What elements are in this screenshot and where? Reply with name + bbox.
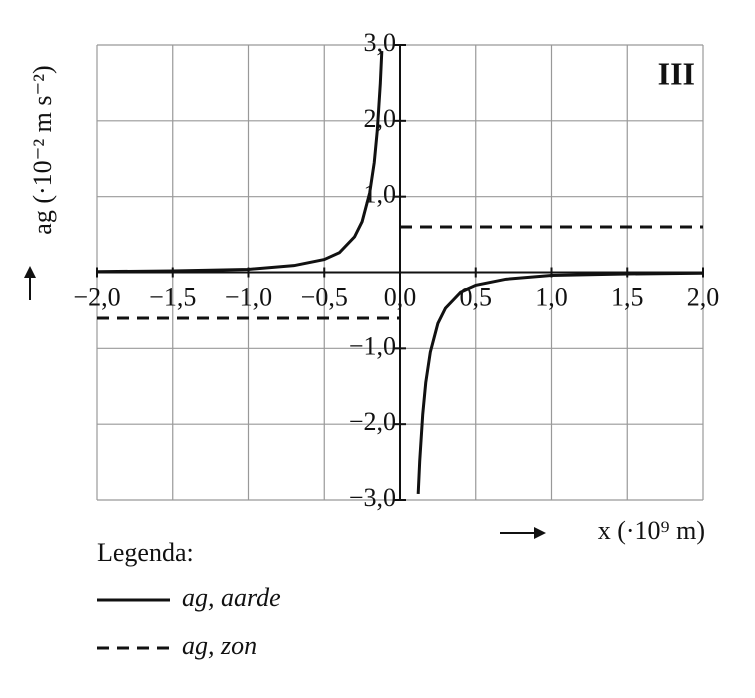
- y-tick-label: 3,0: [364, 28, 397, 57]
- x-tick-label: −1,5: [149, 282, 196, 311]
- x-arrow-head: [534, 527, 546, 539]
- y-arrow-head: [24, 266, 36, 278]
- x-tick-label: 1,5: [611, 282, 644, 311]
- x-tick-label: 2,0: [687, 282, 720, 311]
- x-tick-label: 0,5: [460, 282, 493, 311]
- x-tick-label: 1,0: [535, 282, 568, 311]
- x-tick-label: −1,0: [225, 282, 272, 311]
- y-tick-label: −1,0: [349, 331, 396, 360]
- annotation: III: [658, 55, 695, 91]
- legend-label: ag, zon: [182, 631, 257, 660]
- series-line: [97, 225, 703, 320]
- legend-title: Legenda:: [97, 538, 194, 567]
- legend-label: ag, aarde: [182, 583, 281, 612]
- y-tick-label: −3,0: [349, 483, 396, 512]
- y-tick-label: −2,0: [349, 407, 396, 436]
- x-axis-label: x (·10⁹ m): [598, 516, 705, 545]
- y-axis-label: ag (·10⁻² m s⁻²): [28, 65, 57, 234]
- x-tick-label: −2,0: [73, 282, 120, 311]
- x-tick-label: −0,5: [301, 282, 348, 311]
- series-line: [96, 50, 704, 495]
